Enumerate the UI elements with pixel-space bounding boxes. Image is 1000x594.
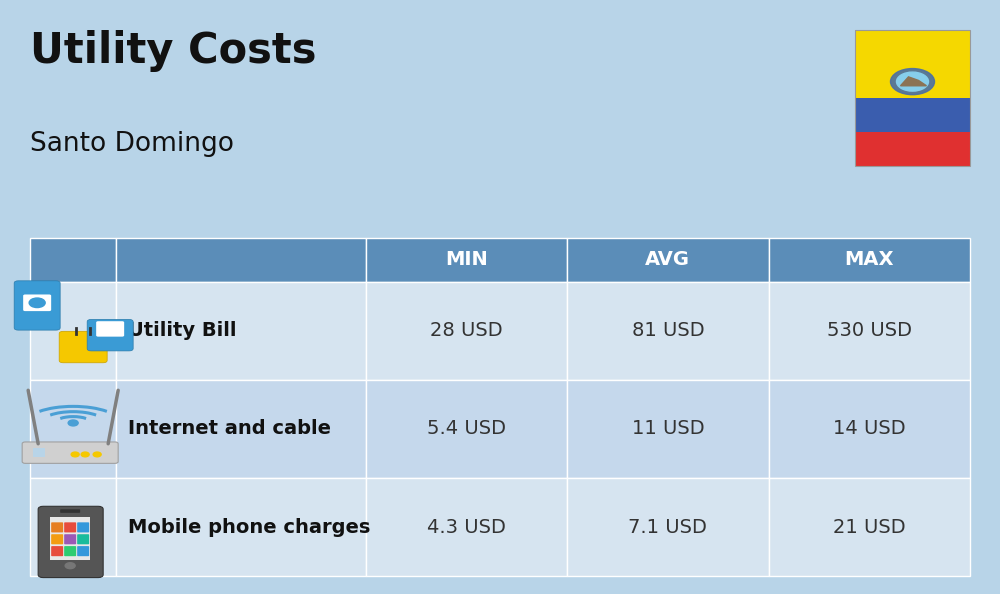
FancyBboxPatch shape bbox=[769, 282, 970, 380]
Circle shape bbox=[896, 72, 928, 91]
Text: MAX: MAX bbox=[845, 250, 894, 269]
FancyBboxPatch shape bbox=[116, 380, 366, 478]
Polygon shape bbox=[900, 77, 926, 86]
Text: 4.3 USD: 4.3 USD bbox=[427, 517, 506, 536]
Text: 81 USD: 81 USD bbox=[632, 321, 704, 340]
FancyBboxPatch shape bbox=[567, 238, 769, 282]
FancyBboxPatch shape bbox=[769, 238, 970, 282]
Text: Internet and cable: Internet and cable bbox=[128, 419, 331, 438]
FancyBboxPatch shape bbox=[116, 238, 366, 282]
Text: AVG: AVG bbox=[645, 250, 690, 269]
FancyBboxPatch shape bbox=[366, 478, 567, 576]
FancyBboxPatch shape bbox=[51, 522, 63, 532]
FancyBboxPatch shape bbox=[64, 534, 76, 544]
Circle shape bbox=[81, 452, 89, 457]
FancyBboxPatch shape bbox=[64, 522, 76, 532]
FancyBboxPatch shape bbox=[50, 517, 90, 560]
FancyBboxPatch shape bbox=[30, 478, 116, 576]
FancyBboxPatch shape bbox=[116, 478, 366, 576]
Text: MIN: MIN bbox=[445, 250, 488, 269]
FancyBboxPatch shape bbox=[567, 380, 769, 478]
Text: 11 USD: 11 USD bbox=[632, 419, 704, 438]
FancyBboxPatch shape bbox=[855, 132, 970, 166]
FancyBboxPatch shape bbox=[30, 282, 116, 380]
FancyBboxPatch shape bbox=[64, 546, 76, 556]
Circle shape bbox=[68, 420, 78, 426]
FancyBboxPatch shape bbox=[769, 478, 970, 576]
FancyBboxPatch shape bbox=[23, 295, 51, 311]
Text: Utility Costs: Utility Costs bbox=[30, 30, 316, 72]
Text: 28 USD: 28 USD bbox=[430, 321, 503, 340]
FancyBboxPatch shape bbox=[366, 238, 567, 282]
FancyBboxPatch shape bbox=[51, 546, 63, 556]
FancyBboxPatch shape bbox=[855, 98, 970, 132]
FancyBboxPatch shape bbox=[77, 522, 89, 532]
FancyBboxPatch shape bbox=[22, 442, 118, 463]
FancyBboxPatch shape bbox=[59, 331, 107, 363]
FancyBboxPatch shape bbox=[51, 534, 63, 544]
FancyBboxPatch shape bbox=[30, 380, 116, 478]
FancyBboxPatch shape bbox=[60, 509, 80, 513]
Text: 14 USD: 14 USD bbox=[833, 419, 906, 438]
FancyBboxPatch shape bbox=[567, 478, 769, 576]
Circle shape bbox=[29, 298, 45, 308]
Circle shape bbox=[93, 452, 101, 457]
Circle shape bbox=[71, 452, 79, 457]
Text: 21 USD: 21 USD bbox=[833, 517, 906, 536]
FancyBboxPatch shape bbox=[567, 282, 769, 380]
FancyBboxPatch shape bbox=[38, 506, 103, 577]
FancyBboxPatch shape bbox=[366, 380, 567, 478]
FancyBboxPatch shape bbox=[116, 282, 366, 380]
Circle shape bbox=[65, 563, 75, 568]
Text: 5.4 USD: 5.4 USD bbox=[427, 419, 506, 438]
FancyBboxPatch shape bbox=[96, 321, 124, 337]
FancyBboxPatch shape bbox=[77, 546, 89, 556]
Text: 530 USD: 530 USD bbox=[827, 321, 912, 340]
Text: Utility Bill: Utility Bill bbox=[128, 321, 237, 340]
FancyBboxPatch shape bbox=[14, 281, 60, 330]
Text: Santo Domingo: Santo Domingo bbox=[30, 131, 234, 157]
Circle shape bbox=[891, 68, 934, 94]
Text: Mobile phone charges: Mobile phone charges bbox=[128, 517, 371, 536]
FancyBboxPatch shape bbox=[855, 30, 970, 98]
FancyBboxPatch shape bbox=[30, 238, 116, 282]
FancyBboxPatch shape bbox=[769, 380, 970, 478]
FancyBboxPatch shape bbox=[87, 320, 133, 351]
FancyBboxPatch shape bbox=[366, 282, 567, 380]
Text: 7.1 USD: 7.1 USD bbox=[628, 517, 707, 536]
FancyBboxPatch shape bbox=[33, 448, 45, 457]
FancyBboxPatch shape bbox=[77, 534, 89, 544]
